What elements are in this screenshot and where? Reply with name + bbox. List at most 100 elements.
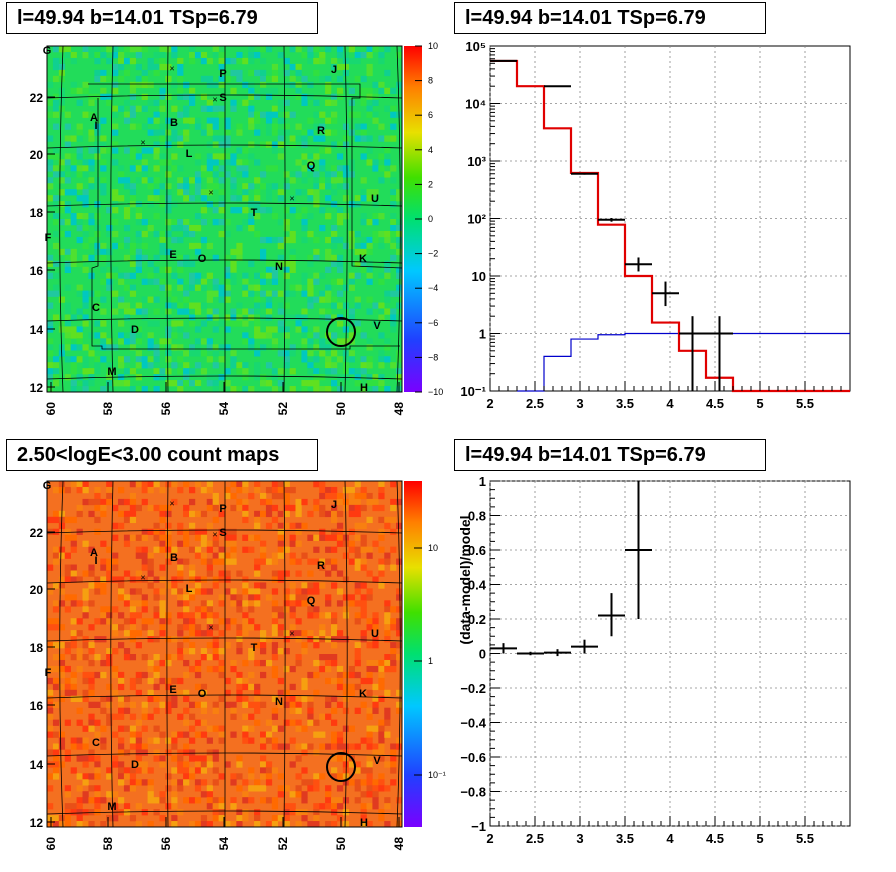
map-pixel [319, 165, 326, 172]
map-pixel [100, 117, 107, 124]
map-pixel [331, 654, 338, 661]
map-pixel [336, 785, 344, 792]
map-pixel [88, 374, 95, 381]
map-pixel [319, 296, 326, 303]
map-pixel [313, 386, 320, 393]
map-pixel [336, 219, 344, 226]
map-pixel [289, 284, 296, 291]
x-tick-label: 4.5 [706, 396, 724, 411]
map-pixel [129, 332, 137, 339]
map-pixel [342, 707, 350, 714]
map-pixel [242, 374, 249, 381]
map-pixel [396, 81, 403, 89]
map-pixel [360, 492, 367, 500]
map-pixel [260, 797, 267, 804]
map-pixel [88, 510, 95, 518]
map-pixel [70, 546, 77, 553]
map-pixel [242, 207, 249, 214]
map-pixel [348, 46, 355, 53]
map-pixel [159, 504, 166, 512]
map-pixel [141, 624, 148, 631]
map-pixel [106, 272, 113, 279]
map-pixel [366, 618, 373, 625]
map-pixel [277, 785, 284, 792]
map-pixel [271, 707, 279, 714]
map-pixel [283, 803, 290, 810]
map-pixel [378, 272, 385, 279]
map-pixel [260, 380, 267, 387]
map-pixel [396, 219, 403, 226]
map-pixel [64, 791, 71, 798]
map-parallel [46, 317, 403, 322]
map-pixel [301, 791, 308, 798]
map-pixel [76, 600, 83, 607]
map-pixel [52, 558, 60, 565]
map-pixel [135, 761, 142, 768]
source-label: M [107, 366, 116, 378]
map-pixel [165, 266, 172, 273]
map-pixel [94, 75, 101, 83]
map-pixel [325, 117, 332, 124]
map-pixel [325, 612, 332, 619]
map-pixel [100, 141, 107, 148]
map-pixel [325, 213, 332, 220]
map-pixel [112, 648, 119, 655]
map-pixel [147, 99, 154, 106]
map-pixel [254, 308, 261, 315]
map-pixel [265, 558, 273, 565]
map-pixel [390, 213, 397, 220]
map-pixel [390, 665, 397, 673]
map-pixel [236, 368, 243, 375]
map-pixel [183, 111, 190, 118]
map-pixel [94, 356, 101, 363]
map-pixel [336, 803, 344, 810]
map-pixel [331, 510, 338, 518]
map-pixel [254, 159, 261, 166]
map-pixel [260, 773, 267, 780]
map-pixel [224, 689, 231, 697]
map-pixel [147, 195, 154, 202]
map-pixel [212, 135, 219, 142]
map-pixel [141, 779, 148, 786]
map-pixel [183, 362, 190, 369]
source-label: G [43, 480, 52, 492]
map-pixel [212, 171, 219, 178]
map-pixel [313, 248, 320, 256]
colorbar-tick-label: −8 [428, 352, 438, 362]
source-label: C [92, 302, 100, 314]
map-pixel [218, 809, 225, 816]
map-pixel [112, 624, 119, 631]
map-pixel [118, 737, 125, 744]
map-pixel [360, 701, 367, 708]
map-pixel [159, 338, 166, 345]
map-pixel [70, 516, 77, 524]
map-pixel [183, 189, 190, 196]
map-pixel [254, 368, 261, 375]
map-pixel [283, 510, 290, 518]
map-pixel [47, 707, 54, 714]
map-pixel [129, 481, 137, 488]
map-pixel [230, 558, 237, 565]
colorbar-tick-label: 1 [428, 656, 433, 666]
map-pixel [348, 350, 355, 357]
x-tick-label: 50 [334, 402, 348, 416]
map-pixel [100, 135, 107, 142]
map-pixel [153, 695, 160, 703]
map-pixel [366, 99, 373, 106]
map-pixel [307, 350, 314, 357]
map-pixel [64, 570, 71, 577]
map-pixel [70, 642, 77, 649]
map-pixel [189, 570, 196, 577]
y-tick-label: 12 [30, 381, 44, 395]
map-pixel [64, 815, 71, 822]
map-pixel [118, 677, 125, 685]
map-pixel [76, 803, 83, 810]
map-pixel [236, 755, 243, 762]
map-pixel [123, 117, 131, 124]
map-pixel [100, 540, 107, 547]
map-pixel [64, 552, 71, 559]
map-pixel [289, 707, 296, 714]
map-pixel [230, 600, 237, 607]
map-pixel [212, 374, 219, 381]
map-pixel [94, 588, 101, 595]
